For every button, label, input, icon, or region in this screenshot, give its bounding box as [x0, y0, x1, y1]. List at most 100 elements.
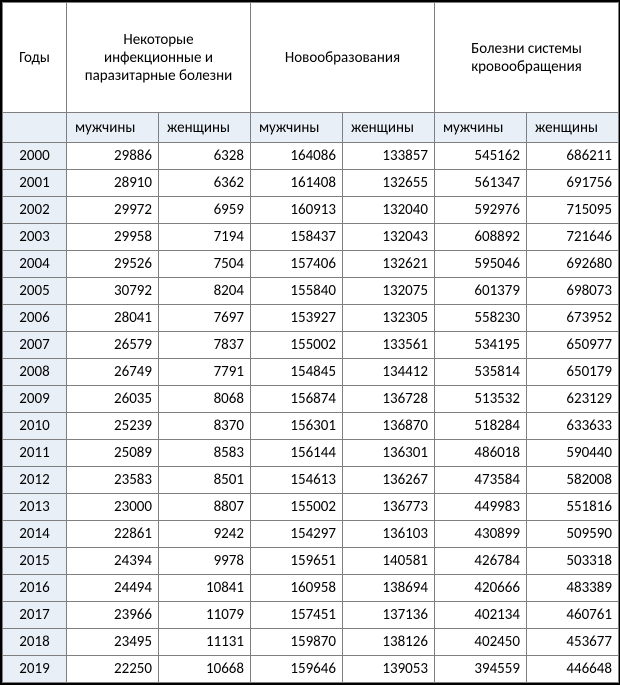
table-row: 2006280417697153927132305558230673952 — [3, 305, 619, 332]
cell-value: 22861 — [67, 521, 159, 548]
cell-value: 159646 — [251, 656, 343, 683]
cell-value: 7697 — [159, 305, 251, 332]
cell-value: 518284 — [435, 413, 527, 440]
cell-value: 601379 — [435, 278, 527, 305]
table-row: 20162449410841160958138694420666483389 — [3, 575, 619, 602]
cell-value: 23583 — [67, 467, 159, 494]
header-row-1: Годы Некоторые инфекционные и паразитарн… — [3, 3, 619, 113]
cell-value: 158437 — [251, 224, 343, 251]
cell-value: 156144 — [251, 440, 343, 467]
cell-year: 2018 — [3, 629, 67, 656]
cell-value: 551816 — [527, 494, 619, 521]
table-row: 20182349511131159870138126402450453677 — [3, 629, 619, 656]
table-row: 2003299587194158437132043608892721646 — [3, 224, 619, 251]
cell-value: 132075 — [343, 278, 435, 305]
cell-value: 10668 — [159, 656, 251, 683]
cell-value: 153927 — [251, 305, 343, 332]
header-women-2: женщины — [343, 113, 435, 143]
cell-value: 9242 — [159, 521, 251, 548]
cell-value: 25239 — [67, 413, 159, 440]
cell-value: 8370 — [159, 413, 251, 440]
cell-value: 22250 — [67, 656, 159, 683]
table-row: 2001289106362161408132655561347691756 — [3, 170, 619, 197]
header-men-2: мужчины — [251, 113, 343, 143]
cell-value: 590440 — [527, 440, 619, 467]
table-row: 2000298866328164086133857545162686211 — [3, 143, 619, 170]
cell-value: 460761 — [527, 602, 619, 629]
cell-value: 157406 — [251, 251, 343, 278]
cell-year: 2004 — [3, 251, 67, 278]
cell-year: 2014 — [3, 521, 67, 548]
cell-value: 673952 — [527, 305, 619, 332]
cell-value: 535814 — [435, 359, 527, 386]
cell-year: 2000 — [3, 143, 67, 170]
cell-value: 25089 — [67, 440, 159, 467]
cell-value: 449983 — [435, 494, 527, 521]
cell-value: 686211 — [527, 143, 619, 170]
cell-value: 23966 — [67, 602, 159, 629]
cell-year: 2009 — [3, 386, 67, 413]
table-body: 2000298866328164086133857545162686211200… — [3, 143, 619, 683]
cell-value: 160958 — [251, 575, 343, 602]
cell-value: 509590 — [527, 521, 619, 548]
cell-value: 159651 — [251, 548, 343, 575]
cell-value: 9978 — [159, 548, 251, 575]
cell-value: 595046 — [435, 251, 527, 278]
cell-value: 30792 — [67, 278, 159, 305]
cell-year: 2017 — [3, 602, 67, 629]
cell-value: 29526 — [67, 251, 159, 278]
table-row: 20192225010668159646139053394559446648 — [3, 656, 619, 683]
cell-value: 138694 — [343, 575, 435, 602]
cell-value: 136267 — [343, 467, 435, 494]
cell-value: 650977 — [527, 332, 619, 359]
cell-value: 426784 — [435, 548, 527, 575]
cell-value: 430899 — [435, 521, 527, 548]
mortality-table-container: Годы Некоторые инфекционные и паразитарн… — [0, 0, 620, 685]
header-blank — [3, 113, 67, 143]
cell-value: 159870 — [251, 629, 343, 656]
header-men-3: мужчины — [435, 113, 527, 143]
cell-value: 6959 — [159, 197, 251, 224]
cell-value: 134412 — [343, 359, 435, 386]
cell-year: 2015 — [3, 548, 67, 575]
table-row: 20172396611079157451137136402134460761 — [3, 602, 619, 629]
cell-value: 6362 — [159, 170, 251, 197]
cell-value: 692680 — [527, 251, 619, 278]
cell-value: 154613 — [251, 467, 343, 494]
table-row: 2012235838501154613136267473584582008 — [3, 467, 619, 494]
cell-year: 2002 — [3, 197, 67, 224]
cell-year: 2010 — [3, 413, 67, 440]
cell-value: 558230 — [435, 305, 527, 332]
cell-value: 721646 — [527, 224, 619, 251]
table-row: 2014228619242154297136103430899509590 — [3, 521, 619, 548]
table-row: 2008267497791154845134412535814650179 — [3, 359, 619, 386]
cell-value: 155002 — [251, 494, 343, 521]
cell-year: 2013 — [3, 494, 67, 521]
cell-value: 136870 — [343, 413, 435, 440]
table-row: 2010252398370156301136870518284633633 — [3, 413, 619, 440]
cell-value: 155840 — [251, 278, 343, 305]
header-neoplasms: Новообразования — [251, 3, 435, 113]
cell-value: 23495 — [67, 629, 159, 656]
cell-value: 473584 — [435, 467, 527, 494]
cell-value: 29886 — [67, 143, 159, 170]
cell-value: 650179 — [527, 359, 619, 386]
cell-value: 29958 — [67, 224, 159, 251]
cell-year: 2011 — [3, 440, 67, 467]
cell-value: 132040 — [343, 197, 435, 224]
header-infectious: Некоторые инфекционные и паразитарные бо… — [67, 3, 251, 113]
cell-value: 161408 — [251, 170, 343, 197]
cell-value: 608892 — [435, 224, 527, 251]
cell-value: 23000 — [67, 494, 159, 521]
cell-value: 7791 — [159, 359, 251, 386]
cell-value: 26579 — [67, 332, 159, 359]
cell-value: 534195 — [435, 332, 527, 359]
table-row: 2011250898583156144136301486018590440 — [3, 440, 619, 467]
cell-value: 28041 — [67, 305, 159, 332]
cell-value: 24494 — [67, 575, 159, 602]
cell-value: 592976 — [435, 197, 527, 224]
cell-value: 402134 — [435, 602, 527, 629]
cell-value: 503318 — [527, 548, 619, 575]
cell-value: 6328 — [159, 143, 251, 170]
cell-year: 2007 — [3, 332, 67, 359]
